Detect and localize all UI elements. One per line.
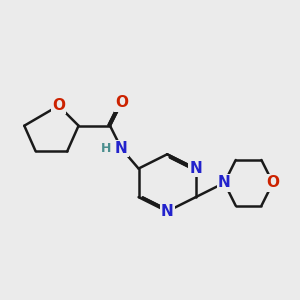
Text: O: O <box>115 95 128 110</box>
Text: H: H <box>100 142 111 155</box>
Text: N: N <box>218 176 231 190</box>
Text: N: N <box>115 141 128 156</box>
Text: N: N <box>189 161 202 176</box>
Text: O: O <box>52 98 65 113</box>
Text: N: N <box>161 204 173 219</box>
Text: O: O <box>266 176 279 190</box>
